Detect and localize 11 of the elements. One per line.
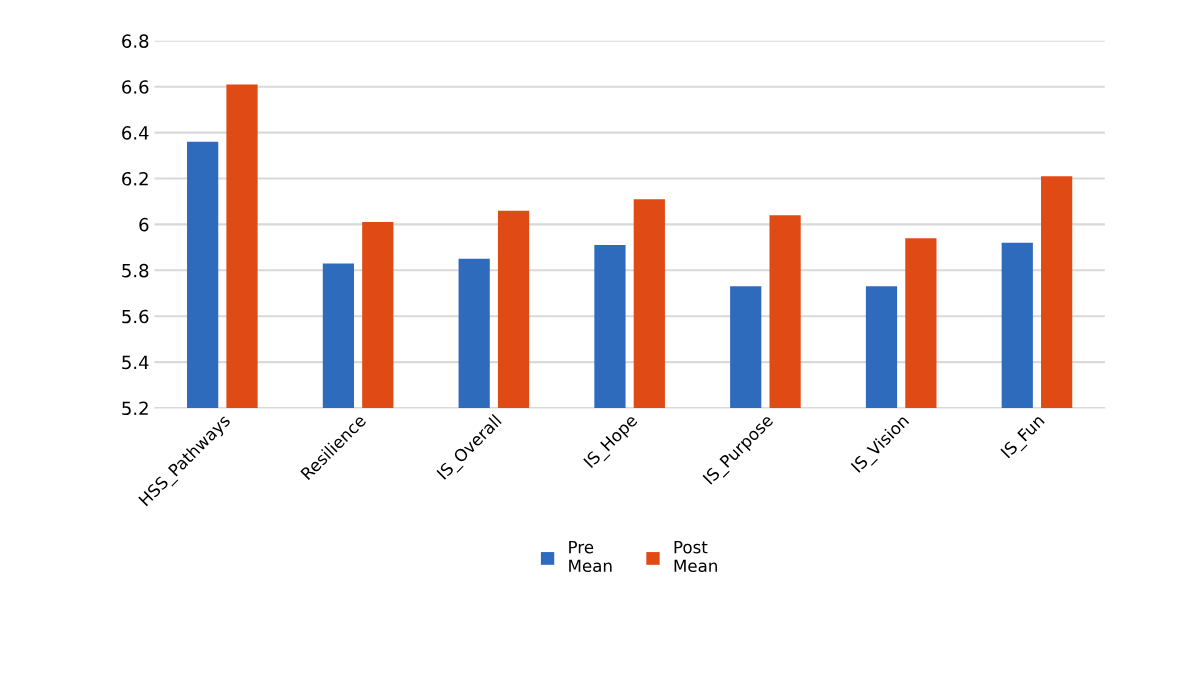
y-tick-label: 5.6 [122, 309, 149, 324]
y-tick-label: 5.8 [122, 263, 149, 278]
y-tick-label: 6.8 [122, 34, 149, 48]
y-tick-label: 5.4 [122, 355, 149, 370]
legend-label: Post Mean [674, 541, 717, 573]
y-tick-label: 6.2 [122, 171, 148, 186]
y-tick-label: 5.2 [122, 401, 148, 416]
legend-label: Pre Mean [569, 541, 612, 573]
y-tick-label: 6.4 [122, 126, 149, 140]
y-tick-label: 6 [139, 217, 149, 232]
y-tick-label: 6.6 [122, 80, 149, 94]
